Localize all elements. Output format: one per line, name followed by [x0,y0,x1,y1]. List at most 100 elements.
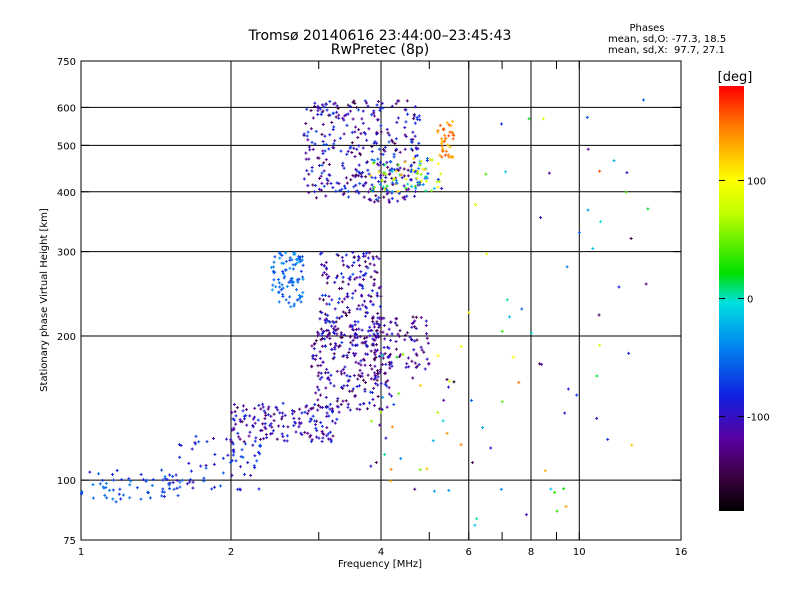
echo-point [426,341,430,345]
echo-point [280,417,284,421]
echo-point [414,190,418,194]
echo-point [440,137,444,141]
echo-point [225,437,229,441]
echo-point [317,164,321,168]
echo-point [385,405,389,409]
echo-point [289,277,293,281]
echo-point [300,258,304,262]
echo-point [357,163,361,167]
echo-point [505,298,509,302]
echo-point [332,321,336,325]
echo-point [365,160,369,164]
echo-point [359,283,363,287]
echo-point [238,465,242,469]
echo-point [318,317,322,321]
echo-point [406,182,410,186]
echo-point [272,412,276,416]
echo-point [339,272,343,276]
echo-point [228,461,232,465]
echo-point [383,149,387,153]
echo-point [229,440,233,444]
echo-point [246,461,250,465]
echo-point [328,437,332,441]
echo-point [330,324,334,328]
echo-point [323,134,327,138]
echo-point [351,291,355,295]
echo-point [350,296,354,300]
echo-point [111,472,115,476]
echo-point [376,375,380,379]
echo-point [374,198,378,202]
echo-point [171,481,175,485]
echo-point [332,125,336,129]
echo-point [353,289,357,293]
echo-point [382,185,386,189]
echo-point [372,338,376,342]
echo-point [371,302,375,306]
echo-point [355,307,359,311]
echo-point [335,276,339,280]
echo-point [400,176,404,180]
echo-point [365,101,369,105]
echo-point [303,410,307,414]
echo-point [263,422,267,426]
echo-point [353,277,357,281]
echo-point [597,313,601,317]
echo-point [381,153,385,157]
axis-ticks [80,60,682,541]
echo-point [343,365,347,369]
echo-point [340,314,344,318]
echo-point [436,129,440,133]
echo-point [336,327,340,331]
echo-point [367,197,371,201]
echo-point [331,145,335,149]
echo-point [562,487,566,491]
echo-point [384,380,388,384]
echo-point [320,132,324,136]
echo-point [403,133,407,137]
echo-point [363,99,367,103]
echo-point [253,439,257,443]
echo-point [307,191,311,195]
echo-point [382,195,386,199]
echo-point [314,184,318,188]
echo-point [283,274,287,278]
echo-point [319,327,323,331]
echo-point [413,361,417,365]
echo-point [350,389,354,393]
echo-point [357,256,361,260]
echo-point [326,334,330,338]
echo-point [362,184,366,188]
echo-point [322,271,326,275]
echo-point [314,339,318,343]
echo-point [324,321,328,325]
echo-point [318,252,322,256]
echo-point [346,112,350,116]
echo-point [361,286,365,290]
echo-point [336,106,340,110]
echo-point [436,185,440,189]
echo-point [310,365,314,369]
echo-point [410,325,414,329]
echo-point [443,138,447,142]
echo-point [336,301,340,305]
echo-point [351,272,355,276]
echo-point [295,261,299,265]
echo-point [332,384,336,388]
echo-point [417,167,421,171]
echo-point [328,402,332,406]
echo-point [527,117,531,121]
echo-point [577,231,581,235]
echo-point [392,155,396,159]
echo-point [353,323,357,327]
echo-point [248,414,252,418]
echo-point [354,125,358,129]
echo-point [272,260,276,264]
echo-point [292,410,296,414]
echo-point [318,377,322,381]
echo-point [278,251,282,255]
echo-point [333,325,337,329]
echo-point [231,417,235,421]
echo-point [489,446,493,450]
echo-point [394,347,398,351]
